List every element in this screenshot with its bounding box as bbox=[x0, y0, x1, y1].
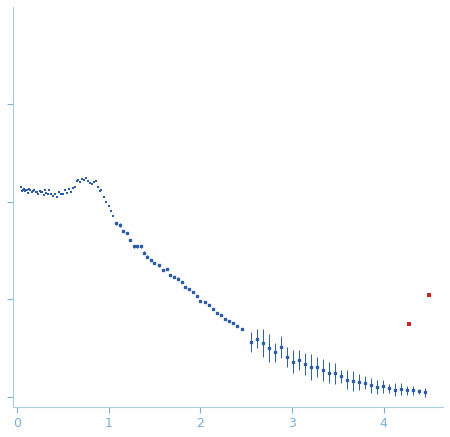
Point bbox=[39, 188, 46, 195]
Point bbox=[23, 187, 31, 194]
Point bbox=[88, 181, 95, 188]
Point bbox=[24, 190, 32, 197]
Point bbox=[32, 188, 39, 195]
Point bbox=[57, 190, 64, 197]
Point bbox=[67, 188, 74, 195]
Point bbox=[44, 191, 51, 198]
Point bbox=[50, 193, 57, 200]
Point bbox=[29, 187, 36, 194]
Point bbox=[43, 189, 50, 196]
Point bbox=[63, 190, 70, 197]
Point bbox=[27, 186, 34, 193]
Point bbox=[55, 188, 63, 195]
Point bbox=[22, 187, 30, 194]
Point bbox=[35, 191, 42, 198]
Point bbox=[53, 194, 60, 201]
Point bbox=[103, 198, 110, 205]
Point bbox=[77, 178, 84, 185]
Point bbox=[18, 187, 25, 194]
Point bbox=[85, 177, 92, 184]
Point bbox=[86, 180, 94, 187]
Point bbox=[47, 190, 54, 197]
Point bbox=[96, 187, 103, 194]
Point bbox=[73, 178, 80, 185]
Point bbox=[59, 190, 67, 197]
Point bbox=[405, 320, 413, 327]
Point bbox=[107, 208, 114, 215]
Point bbox=[33, 188, 40, 195]
Point bbox=[100, 194, 108, 201]
Point bbox=[31, 187, 38, 194]
Point bbox=[20, 186, 27, 193]
Point bbox=[81, 177, 88, 184]
Point bbox=[37, 188, 45, 195]
Point bbox=[82, 175, 90, 182]
Point bbox=[65, 185, 72, 192]
Point bbox=[79, 175, 86, 182]
Point bbox=[71, 184, 78, 191]
Point bbox=[61, 186, 68, 193]
Point bbox=[90, 179, 97, 186]
Point bbox=[36, 187, 43, 194]
Point bbox=[426, 291, 433, 298]
Point bbox=[19, 186, 27, 193]
Point bbox=[105, 202, 112, 209]
Point bbox=[21, 188, 28, 195]
Point bbox=[28, 188, 35, 195]
Point bbox=[75, 176, 82, 183]
Point bbox=[98, 187, 105, 194]
Point bbox=[69, 184, 76, 191]
Point bbox=[110, 212, 117, 219]
Point bbox=[41, 187, 49, 194]
Point bbox=[17, 184, 24, 191]
Point bbox=[40, 191, 47, 198]
Point bbox=[92, 177, 99, 184]
Point bbox=[94, 183, 101, 190]
Point bbox=[45, 187, 53, 194]
Point bbox=[51, 191, 59, 198]
Point bbox=[25, 185, 32, 192]
